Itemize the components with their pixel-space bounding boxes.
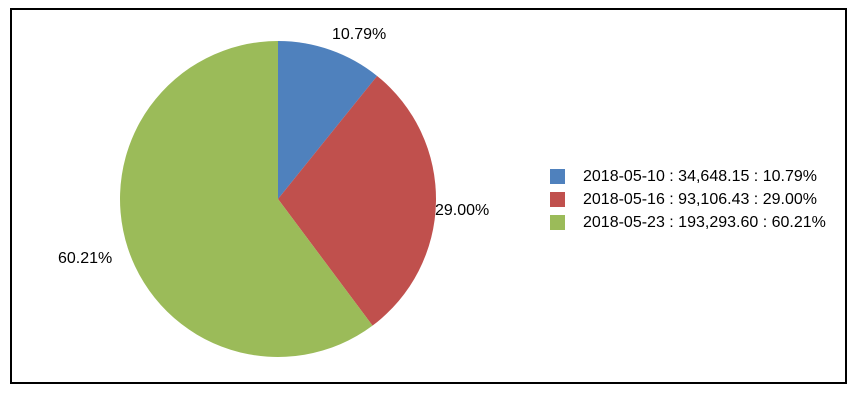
legend-swatch-red bbox=[550, 192, 565, 207]
legend-swatch-green bbox=[550, 215, 565, 230]
legend-label: 2018-05-16 : 93,106.43 : 29.00% bbox=[583, 191, 817, 208]
legend-swatch-blue bbox=[550, 169, 565, 184]
legend-item[interactable]: 2018-05-23 : 193,293.60 : 60.21% bbox=[550, 211, 826, 234]
legend-label: 2018-05-23 : 193,293.60 : 60.21% bbox=[583, 214, 826, 231]
legend-item[interactable]: 2018-05-10 : 34,648.15 : 10.79% bbox=[550, 165, 826, 188]
legend-label: 2018-05-10 : 34,648.15 : 10.79% bbox=[583, 168, 817, 185]
pie-slice-percent-label-blue: 10.79% bbox=[332, 26, 387, 43]
pie-chart-frame: 10.79% 29.00% 60.21% 2018-05-10 : 34,648… bbox=[10, 8, 847, 384]
legend-item[interactable]: 2018-05-16 : 93,106.43 : 29.00% bbox=[550, 188, 826, 211]
pie-chart bbox=[120, 41, 437, 357]
pie-slice-2018-05-10[interactable] bbox=[278, 41, 378, 199]
pie-slice-percent-label-green: 60.21% bbox=[58, 250, 113, 267]
pie-slice-2018-05-23[interactable] bbox=[120, 41, 373, 357]
pie-slice-2018-05-16[interactable] bbox=[278, 75, 437, 326]
chart-legend: 2018-05-10 : 34,648.15 : 10.79% 2018-05-… bbox=[550, 165, 826, 234]
pie-slice-percent-label-red: 29.00% bbox=[435, 202, 490, 219]
